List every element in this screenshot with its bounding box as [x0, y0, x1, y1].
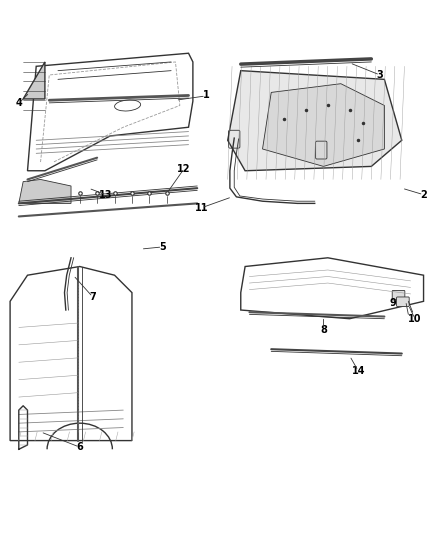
Text: 8: 8	[320, 325, 327, 335]
Text: 7: 7	[89, 292, 96, 302]
Text: 13: 13	[99, 190, 113, 200]
Text: 5: 5	[159, 242, 166, 252]
Text: 10: 10	[408, 314, 422, 324]
Polygon shape	[228, 71, 402, 171]
FancyBboxPatch shape	[392, 290, 405, 300]
FancyBboxPatch shape	[396, 297, 409, 306]
Polygon shape	[19, 180, 71, 204]
Text: 14: 14	[352, 366, 365, 376]
Text: 3: 3	[377, 70, 383, 80]
Text: 12: 12	[177, 164, 191, 174]
Text: 2: 2	[420, 190, 427, 200]
Text: 4: 4	[15, 98, 22, 108]
Polygon shape	[23, 62, 45, 99]
Polygon shape	[262, 84, 385, 166]
Text: 1: 1	[202, 90, 209, 100]
Text: 6: 6	[76, 442, 83, 452]
Text: 11: 11	[195, 203, 208, 213]
Text: 9: 9	[390, 298, 396, 309]
